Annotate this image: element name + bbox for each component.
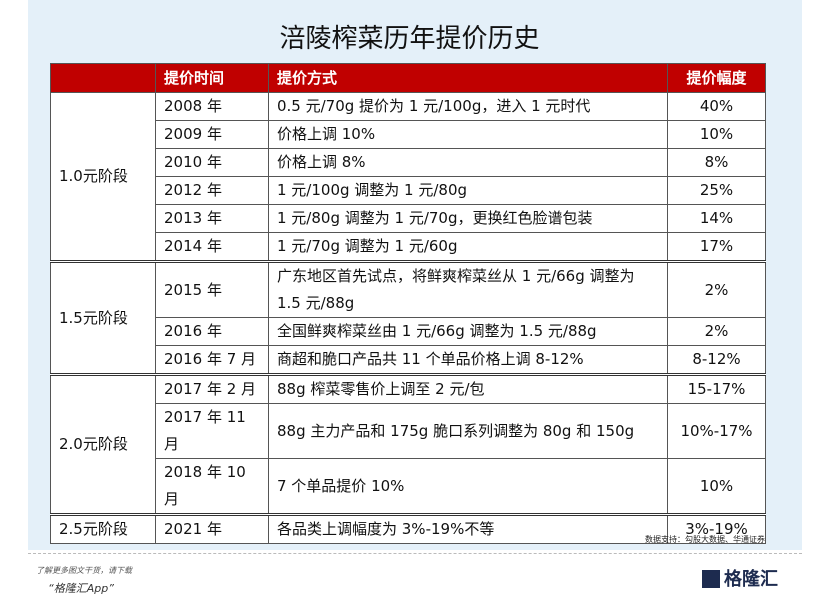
range-cell: 10% xyxy=(667,458,766,515)
method-cell: 各品类上调幅度为 3%-19%不等 xyxy=(268,513,668,544)
table-row: 1.0元阶段 2008 年 0.5 元/70g 提价为 1 元/100g，进入 1 … xyxy=(50,92,766,262)
footer-app: “格隆汇App” xyxy=(48,582,114,595)
range-cell: 8% xyxy=(667,148,766,177)
header-cell: 提价方式 xyxy=(268,63,668,93)
table-body: 1.0元阶段 2008 年 0.5 元/70g 提价为 1 元/100g，进入 1 … xyxy=(50,92,766,544)
time-cell: 2008 年 xyxy=(155,92,269,121)
logo-text: 格隆汇 xyxy=(724,569,778,590)
range-cell: 2% xyxy=(667,260,766,318)
method-cell: 7 个单品提价 10% xyxy=(268,458,668,515)
header-row: 提价时间 提价方式 提价幅度 xyxy=(50,63,766,93)
range-cell: 3%-19% xyxy=(667,513,766,544)
method-cell: 1 元/70g 调整为 1 元/60g xyxy=(268,232,668,262)
time-cell: 2016 年 xyxy=(155,317,269,346)
range-cell: 25% xyxy=(667,176,766,205)
method-cell: 88g 主力产品和 175g 脆口系列调整为 80g 和 150g xyxy=(268,403,668,459)
time-cell: 2017 年 11 月 xyxy=(155,403,269,459)
time-cell: 2009 年 xyxy=(155,120,269,149)
header-cell: 提价幅度 xyxy=(667,63,766,93)
title: 涪陵榨菜历年提价历史 xyxy=(279,24,540,54)
time-cell: 2013 年 xyxy=(155,204,269,233)
logo-icon xyxy=(702,570,720,588)
time-cell: 2014 年 xyxy=(155,232,269,262)
method-cell: 价格上调 10% xyxy=(268,120,668,149)
method-cell: 商超和脆口产品共 11 个单品价格上调 8-12% xyxy=(268,345,668,375)
table-row: 2017 年 11 月 88g 主力产品和 175g 脆口系列调整为 80g 和 … xyxy=(51,403,766,459)
range-cell: 10% xyxy=(667,120,766,149)
table-row: 1.5元阶段 2015 年广东地区首先试点，将鲜爽榨菜丝从 1 元/66g 调整为… xyxy=(50,260,766,375)
range-cell: 14% xyxy=(667,204,766,233)
range-cell: 8-12% xyxy=(667,345,766,375)
time-cell: 2017 年 2 月 xyxy=(155,373,269,404)
time-cell: 2021 年 xyxy=(155,513,269,544)
time-cell: 2015 年 xyxy=(155,260,269,318)
range-cell: 10%-17% xyxy=(667,403,766,459)
range-cell: 15-17% xyxy=(667,373,766,404)
method-cell: 0.5 元/70g 提价为 1 元/100g，进入 1 元时代 xyxy=(268,92,668,121)
header-cell xyxy=(50,63,156,93)
time-cell: 2016 年 7 月 xyxy=(155,345,269,375)
time-cell: 2018 年 10 月 xyxy=(155,458,269,515)
time-cell: 2012 年 xyxy=(155,176,269,205)
range-cell: 2% xyxy=(667,317,766,346)
method-cell: 1 元/100g 调整为 1 元/80g xyxy=(268,176,668,205)
method-cell: 1 元/80g 调整为 1 元/70g，更换红色脸谱包装 xyxy=(268,204,668,233)
table-row: 2010 年价格上调 8% 8% xyxy=(51,148,766,177)
table-row: 2009 年价格上调 10% 10% xyxy=(51,120,766,149)
source: 数据支持：勾股大数据、华通证券 xyxy=(645,535,765,544)
logo: 格隆汇 xyxy=(702,565,778,591)
stage-cell: 2.0元阶段 xyxy=(50,373,156,515)
price-table: 提价时间 提价方式 提价幅度 1.0元阶段 2008 年 0.5 元/70g 提价为… xyxy=(50,63,766,544)
header-cell: 提价时间 xyxy=(155,63,269,93)
range-cell: 40% xyxy=(667,92,766,121)
method-cell: 全国鲜爽榨菜丝由 1 元/66g 调整为 1.5 元/88g xyxy=(268,317,668,346)
stage-cell: 1.5元阶段 xyxy=(50,260,156,375)
table-row: 2.5元阶段 2021 年各品类上调幅度为 3%-19%不等 3%-19% xyxy=(50,513,766,544)
stage-cell: 1.0元阶段 xyxy=(50,92,156,262)
method-cell: 广东地区首先试点，将鲜爽榨菜丝从 1 元/66g 调整为 1.5 元/88g xyxy=(268,260,668,318)
table-row: 2016 年全国鲜爽榨菜丝由 1 元/66g 调整为 1.5 元/88g 2% xyxy=(51,317,766,346)
table-row: 2016 年 7 月商超和脆口产品共 11 个单品价格上调 8-12% 8-12% xyxy=(51,345,766,375)
divider xyxy=(28,553,802,554)
range-cell: 17% xyxy=(667,232,766,262)
table-row: 2.0元阶段 2017 年 2 月 88g 榨菜零售价上调至 2 元/包 15-17% xyxy=(50,373,766,515)
stage-cell: 2.5元阶段 xyxy=(50,513,156,544)
method-cell: 88g 榨菜零售价上调至 2 元/包 xyxy=(268,373,668,404)
method-cell: 价格上调 8% xyxy=(268,148,668,177)
footer-text: 了解更多图文干货，请下载 xyxy=(36,566,132,575)
time-cell: 2010 年 xyxy=(155,148,269,177)
